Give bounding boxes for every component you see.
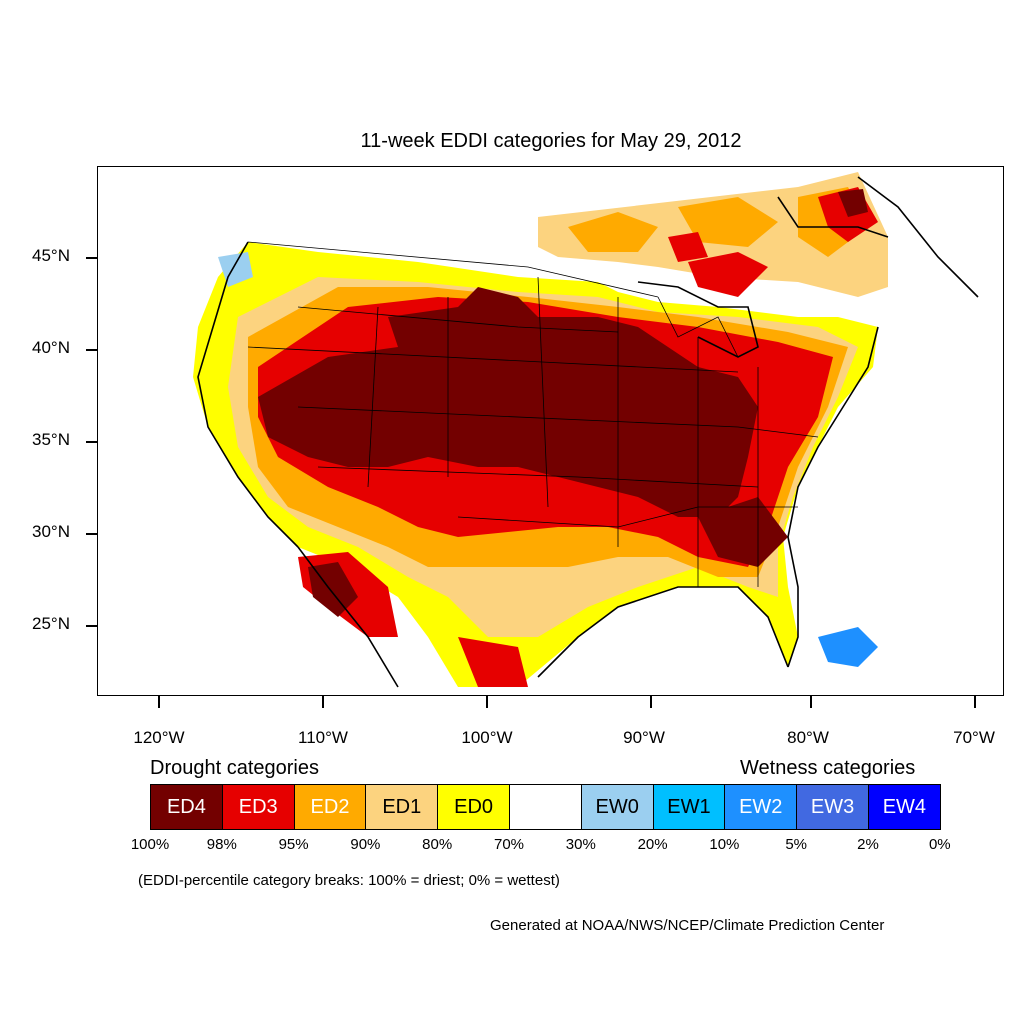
- lat-label-35: 35°N: [32, 430, 70, 449]
- lon-label-110: 110°W: [298, 728, 348, 747]
- legend-box-ew2: EW2: [724, 784, 798, 830]
- legend-box-ew4: EW4: [867, 784, 941, 830]
- break-label: 95%: [278, 836, 309, 853]
- break-label: 20%: [637, 836, 668, 853]
- map-title: 11-week EDDI categories for May 29, 2012: [360, 130, 742, 152]
- conus-ed4: [258, 287, 758, 517]
- lat-tick: [86, 625, 98, 627]
- lon-tick: [810, 696, 812, 708]
- canada-ed2-patches: [568, 187, 868, 257]
- break-label: 5%: [785, 836, 808, 853]
- lon-label-120: 120°W: [133, 728, 185, 747]
- map-frame: [97, 166, 1004, 696]
- mexico-ed3: [298, 552, 528, 687]
- break-label: 10%: [709, 836, 740, 853]
- state-boundaries: [247, 241, 819, 587]
- breaks-note: (EDDI-percentile category breaks: 100% =…: [138, 872, 560, 889]
- lon-label-100: 100°W: [461, 728, 513, 747]
- break-label: 30%: [565, 836, 596, 853]
- lat-label-25: 25°N: [32, 614, 70, 633]
- lat-label-40: 40°N: [32, 338, 70, 357]
- legend-box-neutral: [508, 784, 582, 830]
- break-label: 70%: [493, 836, 525, 853]
- lat-label-30: 30°N: [32, 522, 70, 541]
- lat-tick: [86, 349, 98, 351]
- break-label: 0%: [928, 836, 951, 853]
- canada-ed4-patch: [838, 189, 868, 217]
- legend-box-ew0: EW0: [580, 784, 654, 830]
- northwest-ew: [218, 252, 253, 287]
- legend-box-ew3: EW3: [796, 784, 869, 830]
- canada-ed3-patches: [668, 187, 878, 297]
- break-label: 2%: [857, 836, 879, 853]
- lat-tick: [86, 441, 98, 443]
- lon-tick: [486, 696, 488, 708]
- caribbean-ew: [818, 627, 878, 667]
- lat-label-45: 45°N: [32, 246, 70, 265]
- lon-label-70: 70°W: [953, 728, 995, 747]
- legend-box-ew1: EW1: [652, 784, 726, 830]
- lon-tick: [650, 696, 652, 708]
- lon-tick: [974, 696, 976, 708]
- coastlines: [197, 176, 979, 688]
- drought-heading: Drought categories: [150, 757, 319, 779]
- lon-label-80: 80°W: [787, 728, 829, 747]
- break-label: 80%: [422, 836, 453, 853]
- lon-label-90: 90°W: [623, 728, 665, 747]
- break-label: 100%: [130, 836, 170, 853]
- break-label: 98%: [206, 836, 237, 853]
- legend-box-ed4: ED4: [150, 784, 223, 830]
- lat-tick: [86, 257, 98, 259]
- lat-tick: [86, 533, 98, 535]
- legend-box-ed1: ED1: [365, 784, 439, 830]
- break-label: 90%: [350, 836, 381, 853]
- eddi-map: [193, 172, 979, 688]
- legend-box-ed3: ED3: [221, 784, 295, 830]
- legend-colorbar: ED4 ED3 ED2 ED1 ED0 EW0 EW1 EW2 EW3 EW4: [150, 784, 941, 830]
- legend-box-ed0: ED0: [437, 784, 510, 830]
- southeast-ed4: [698, 497, 788, 567]
- credit-text: Generated at NOAA/NWS/NCEP/Climate Predi…: [490, 917, 885, 934]
- legend-box-ed2: ED2: [293, 784, 367, 830]
- wetness-heading: Wetness categories: [740, 757, 916, 779]
- lon-tick: [322, 696, 324, 708]
- lon-tick: [158, 696, 160, 708]
